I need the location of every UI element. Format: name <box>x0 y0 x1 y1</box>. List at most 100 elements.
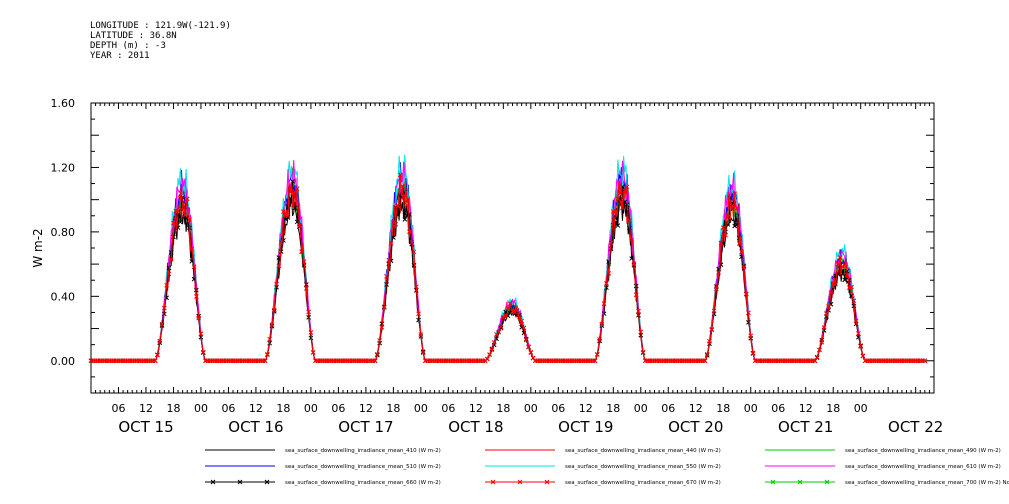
series-marker <box>402 217 408 222</box>
x-day-label: OCT 19 <box>558 418 613 436</box>
series-marker <box>198 331 204 337</box>
series-marker <box>388 241 394 246</box>
series-marker <box>177 219 183 225</box>
series-marker <box>191 264 197 270</box>
y-tick-label: 0.40 <box>51 290 76 303</box>
x-day-label: OCT 20 <box>668 418 723 436</box>
series-marker <box>594 351 600 357</box>
series-marker <box>604 281 609 286</box>
series-marker <box>200 349 206 355</box>
x-tick-label: 06 <box>551 402 565 415</box>
series-marker <box>409 240 415 245</box>
x-day-label: OCT 15 <box>118 418 173 436</box>
series-marker <box>626 225 632 231</box>
legend-marker <box>490 479 496 485</box>
series-marker <box>526 344 531 350</box>
series-marker <box>736 241 742 246</box>
series-marker <box>528 349 534 355</box>
series-marker <box>194 294 199 299</box>
legend-marker <box>797 479 803 485</box>
series-marker <box>189 246 195 252</box>
series-marker <box>727 199 733 205</box>
legend-entry: sea_surface_downwelling_irradiance_mean_… <box>285 448 441 454</box>
series-marker <box>823 311 829 316</box>
series-marker <box>638 329 644 335</box>
longitude-text: LONGITUDE : 121.9W(-121.9) <box>90 21 231 31</box>
x-tick-label: 06 <box>331 402 345 415</box>
series-marker <box>505 305 511 311</box>
series-marker <box>601 301 607 306</box>
year-text: YEAR : 2011 <box>90 51 150 61</box>
series-marker <box>303 286 309 291</box>
series-marker <box>624 202 630 208</box>
chart-metadata: LONGITUDE : 121.9W(-121.9) LATITUDE : 36… <box>90 21 231 61</box>
series-marker <box>274 281 279 287</box>
series-marker <box>725 214 731 220</box>
series-marker <box>175 208 181 214</box>
series-marker <box>608 240 614 246</box>
series-marker <box>856 331 861 336</box>
x-tick-label: 06 <box>221 402 235 415</box>
series-marker <box>395 203 401 209</box>
series-marker <box>400 183 405 189</box>
series-marker <box>734 205 740 211</box>
x-tick-labels: 06 12 18 00 06 12 18 00 06 12 18 00 06 12 18 00 06 12 18 00… <box>111 402 867 415</box>
series-marker <box>290 191 295 196</box>
series-marker <box>294 186 300 192</box>
legend-entry: sea_surface_downwelling_irradiance_mean_… <box>845 464 1001 470</box>
series-marker <box>732 191 738 196</box>
series-marker <box>418 332 424 337</box>
series-marker <box>287 189 293 195</box>
series-line <box>91 154 925 362</box>
series-marker <box>597 336 602 342</box>
series-marker <box>711 308 717 314</box>
x-tick-label: 12 <box>799 402 813 415</box>
depth-text: DEPTH (m) : -3 <box>90 41 166 51</box>
series-marker <box>523 337 529 343</box>
series-marker <box>707 338 712 344</box>
series-marker <box>381 305 387 310</box>
series-marker <box>161 305 167 311</box>
series-marker <box>498 324 504 329</box>
series-marker <box>631 261 637 267</box>
series-marker <box>828 290 834 296</box>
series-marker <box>404 198 410 204</box>
series-marker <box>743 291 749 297</box>
series-marker <box>276 263 282 269</box>
series-marker <box>407 229 412 234</box>
x-day-label: OCT 16 <box>228 418 283 436</box>
series-marker <box>182 212 188 218</box>
legend-marker <box>210 479 216 485</box>
x-tick-label: 00 <box>634 402 648 415</box>
x-tick-label: 18 <box>166 402 180 415</box>
series-marker <box>271 307 277 313</box>
series-marker <box>837 255 843 260</box>
x-tick-label: 12 <box>579 402 593 415</box>
y-tick-label: 1.20 <box>51 161 76 174</box>
y-axis-label: W m-2 <box>31 228 45 267</box>
x-day-label: OCT 18 <box>448 418 503 436</box>
series-marker <box>860 353 866 359</box>
legend-marker <box>517 479 523 485</box>
series-marker <box>487 352 492 357</box>
y-tick-label: 0.80 <box>51 226 76 239</box>
series-marker <box>636 308 641 314</box>
series-marker <box>308 335 314 341</box>
series-marker <box>402 193 408 199</box>
series-marker <box>168 257 174 262</box>
series-marker <box>281 209 286 214</box>
legend-entry: sea_surface_downwelling_irradiance_mean_… <box>845 448 1001 454</box>
x-tick-label: 12 <box>689 402 703 415</box>
x-tick-label: 12 <box>469 402 483 415</box>
legend-marker <box>824 479 830 485</box>
series-marker <box>826 303 831 309</box>
series-marker <box>709 327 715 333</box>
series-marker <box>164 282 169 288</box>
legend-entry: sea_surface_downwelling_irradiance_mean_… <box>285 480 441 486</box>
legend-marker <box>770 479 776 485</box>
x-tick-label: 06 <box>441 402 455 415</box>
x-tick-label: 18 <box>276 402 290 415</box>
legend-marker <box>264 479 270 485</box>
legend-entry: sea_surface_downwelling_irradiance_mean_… <box>845 480 1009 486</box>
